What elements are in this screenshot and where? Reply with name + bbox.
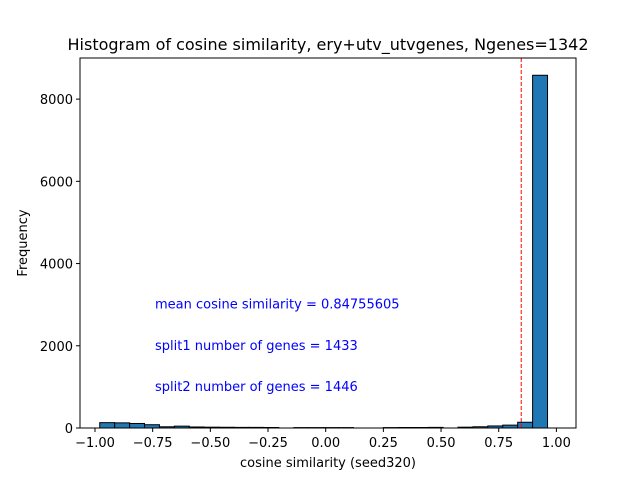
- x-tick-label: −0.75: [133, 436, 173, 451]
- y-tick-label: 6000: [40, 175, 73, 190]
- y-tick-label: 2000: [40, 340, 73, 355]
- histogram-bar: [532, 74, 549, 429]
- x-tick-label: 1.00: [542, 436, 571, 451]
- y-axis-ticks: 0 2000 4000 6000 8000: [40, 93, 80, 437]
- plot-area-frame: [79, 57, 577, 429]
- annotations-group: mean cosine similarity = 0.84755605 split…: [155, 298, 400, 395]
- x-tick-label: −1.00: [75, 436, 115, 451]
- y-tick-label: 0: [65, 422, 73, 437]
- y-tick-label: 4000: [40, 258, 73, 273]
- x-axis-ticks: −1.00 −0.75 −0.50 −0.25 0.00 0.25 0.50 0.75 1.00: [75, 428, 571, 451]
- x-tick-label: 0.50: [427, 436, 456, 451]
- x-tick-label: −0.25: [248, 436, 288, 451]
- histogram-bar: [517, 421, 534, 429]
- y-tick-label: 8000: [40, 93, 73, 108]
- x-tick-label: 0.75: [484, 436, 513, 451]
- x-tick-label: 0.00: [311, 436, 340, 451]
- y-axis-label: Frequency: [16, 209, 31, 276]
- chart-title: Histogram of cosine similarity, ery+utv_…: [68, 35, 589, 55]
- x-tick-label: −0.50: [190, 436, 230, 451]
- histogram-bar: [129, 422, 146, 429]
- histogram-bar: [99, 422, 116, 429]
- annotation-text: mean cosine similarity = 0.84755605: [155, 298, 400, 313]
- x-axis-label: cosine similarity (seed320): [240, 456, 416, 471]
- histogram-bar: [114, 422, 131, 429]
- x-tick-label: 0.25: [369, 436, 398, 451]
- annotation-text: split1 number of genes = 1433: [155, 339, 358, 354]
- annotation-text: split2 number of genes = 1446: [155, 380, 358, 395]
